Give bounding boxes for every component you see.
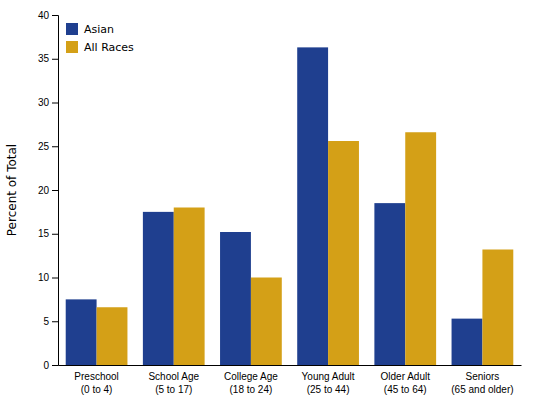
tick-label: 0 [43, 360, 49, 371]
tick: Preschool(0 to 4) [74, 371, 118, 395]
legend-label: Asian [84, 23, 114, 36]
legend-swatch [66, 23, 78, 35]
bar [66, 299, 97, 365]
bar [220, 232, 251, 365]
tick-label: Preschool(0 to 4) [74, 371, 118, 395]
tick: 15 [38, 228, 58, 239]
tick-mark [52, 278, 58, 279]
x-axis: Preschool(0 to 4) School Age(5 to 17) Coll… [59, 366, 522, 395]
legend-swatch [66, 41, 78, 53]
tick-label: 25 [38, 141, 50, 152]
tick-label: 20 [38, 185, 50, 196]
tick-mark [52, 146, 58, 147]
tick: 25 [38, 141, 58, 152]
axis-line [59, 365, 522, 366]
bars [66, 47, 514, 365]
legend-item: Asian [66, 23, 114, 36]
tick-mark [52, 190, 58, 191]
axis-line [52, 16, 59, 366]
tick-label: 40 [38, 10, 50, 21]
plot: 0 5 10 15 20 25 30 35 40 Preschool(0 to 4) School … [38, 10, 522, 395]
bar [328, 141, 359, 365]
tick-mark [52, 321, 58, 322]
bar [174, 208, 205, 366]
tick-label: 30 [38, 97, 50, 108]
tick-label: Older Adult(45 to 64) [381, 371, 431, 395]
tick-mark [52, 234, 58, 235]
tick: 40 [38, 10, 58, 21]
series [97, 132, 514, 365]
tick: 5 [43, 316, 58, 327]
tick-label: Seniors(65 and older) [451, 371, 513, 395]
tick-mark [52, 15, 58, 16]
tick-mark [52, 59, 58, 60]
tick: Seniors(65 and older) [451, 371, 513, 395]
tick-label: 35 [38, 53, 50, 64]
bar [405, 132, 436, 365]
legend-item: All Races [66, 41, 134, 54]
tick: Young Adult(25 to 44) [302, 371, 355, 395]
legend-label: All Races [84, 41, 134, 54]
tick: 10 [38, 272, 58, 283]
tick: 35 [38, 53, 58, 64]
tick-label: School Age(5 to 17) [148, 371, 199, 395]
tick-label: 5 [43, 316, 49, 327]
tick: School Age(5 to 17) [148, 371, 199, 395]
tick-mark [52, 365, 58, 366]
y-axis: 0 5 10 15 20 25 30 35 40 [38, 10, 59, 371]
legend: Asian All Races [66, 23, 134, 54]
bar [143, 212, 174, 365]
bar [482, 250, 513, 366]
tick-label: 15 [38, 228, 50, 239]
tick-label: 10 [38, 272, 50, 283]
series [66, 47, 483, 365]
tick: Older Adult(45 to 64) [381, 371, 431, 395]
bar [374, 203, 405, 365]
y-axis-title: Percent of Total [5, 144, 19, 236]
bar [297, 47, 328, 365]
tick-mark [52, 103, 58, 104]
tick: 20 [38, 185, 58, 196]
tick: 0 [43, 360, 58, 371]
tick: 30 [38, 97, 58, 108]
bar [452, 319, 483, 365]
bar [251, 278, 282, 366]
bar [97, 307, 128, 365]
tick-label: College Age(18 to 24) [224, 371, 278, 395]
chart: 0 5 10 15 20 25 30 35 40 Preschool(0 to 4) School … [0, 0, 536, 415]
tick-label: Young Adult(25 to 44) [302, 371, 355, 395]
tick: College Age(18 to 24) [224, 371, 278, 395]
